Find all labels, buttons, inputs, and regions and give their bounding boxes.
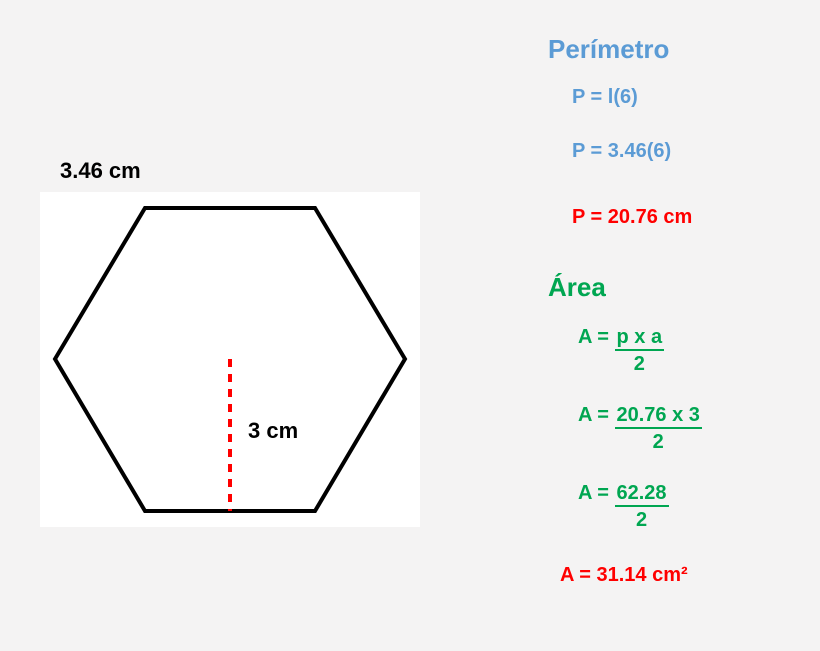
area-step-1: A = p x a2 [578,326,664,376]
area-step-2-fraction: 20.76 x 32 [615,404,702,454]
area-step-1-fraction: p x a2 [615,326,665,376]
area-step-2-numerator: 20.76 x 3 [615,404,702,429]
math-diagram-canvas: 3.46 cm 3 cm Perímetro P = l(6) P = 3.46… [0,0,820,651]
area-step-3: A = 62.282 [578,482,669,532]
area-step-2-denominator: 2 [615,429,702,454]
area-result-line: A = 31.14 cm² [560,564,688,587]
area-step-1-numerator: p x a [615,326,665,351]
area-step-3-prefix: A = [578,482,615,504]
perimeter-formula-line: P = l(6) [572,86,638,109]
area-step-2: A = 20.76 x 32 [578,404,702,454]
perimeter-substitution-line: P = 3.46(6) [572,140,671,163]
area-step-1-prefix: A = [578,326,615,348]
area-step-3-fraction: 62.282 [615,482,669,532]
side-length-label: 3.46 cm [60,158,141,184]
perimeter-result-line: P = 20.76 cm [572,206,692,229]
area-step-3-numerator: 62.28 [615,482,669,507]
area-step-2-prefix: A = [578,404,615,426]
apothem-label: 3 cm [248,418,298,444]
perimeter-heading: Perímetro [548,34,669,65]
area-heading: Área [548,272,606,303]
hexagon-figure-box [40,192,420,527]
hexagon-svg [40,192,420,527]
area-step-1-denominator: 2 [615,351,665,376]
area-step-3-denominator: 2 [615,507,669,532]
